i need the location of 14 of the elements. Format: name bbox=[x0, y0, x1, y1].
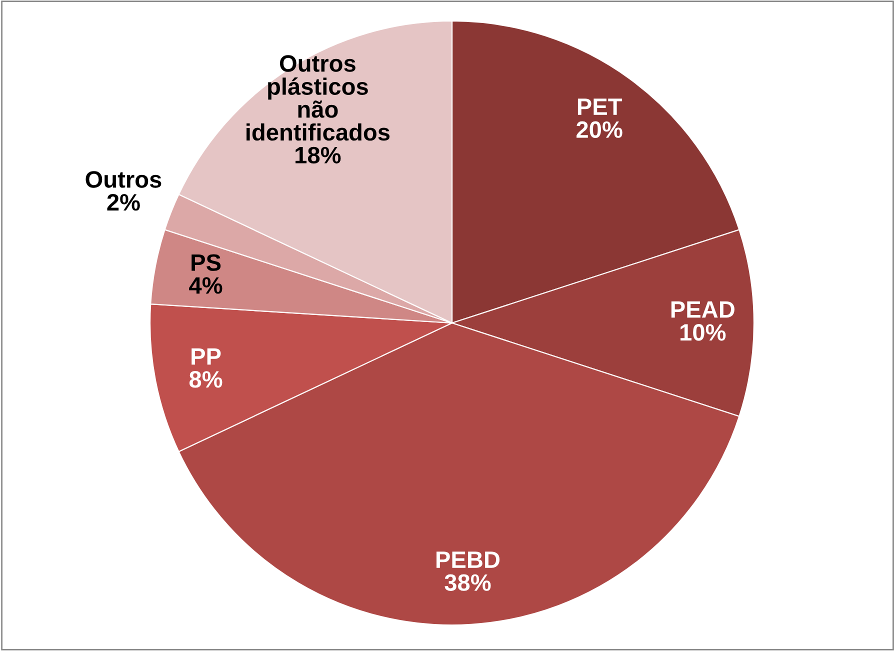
data-label: 10% bbox=[680, 324, 726, 341]
data-label: 8% bbox=[189, 371, 222, 388]
data-label: 2% bbox=[107, 194, 140, 211]
data-label: 20% bbox=[576, 121, 622, 138]
data-label: 4% bbox=[189, 277, 222, 294]
slice-label: Outros plásticos não identificados bbox=[246, 55, 390, 141]
slice-label: PET bbox=[578, 98, 622, 115]
data-label: 38% bbox=[444, 574, 491, 591]
slice-label: PEAD bbox=[671, 301, 734, 318]
slice-label: PP bbox=[192, 348, 221, 365]
slice-label: Outros bbox=[86, 171, 162, 188]
slice-label: PS bbox=[192, 254, 221, 271]
slice-label: PEBD bbox=[436, 552, 500, 568]
data-label: 18% bbox=[296, 146, 341, 164]
